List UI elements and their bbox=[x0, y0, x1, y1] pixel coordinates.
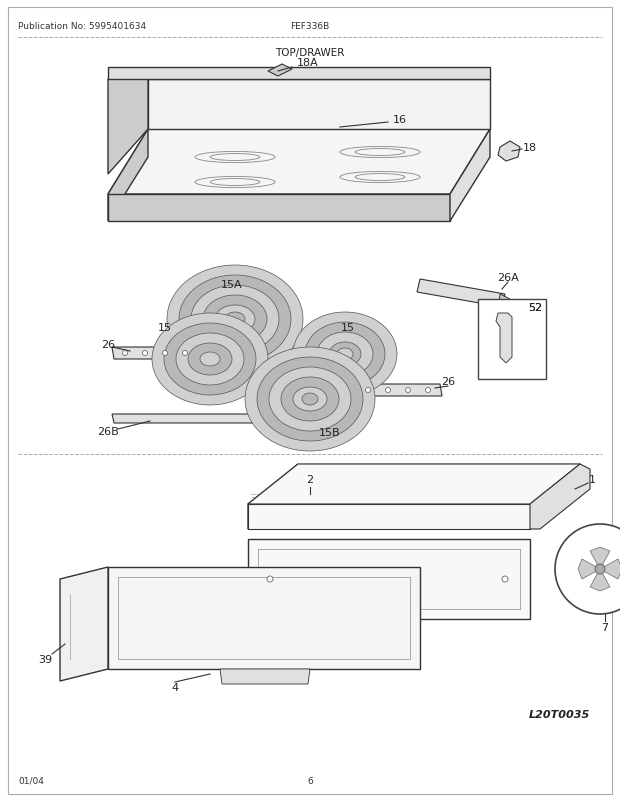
Bar bbox=[478, 300, 546, 379]
Text: TOP/DRAWER: TOP/DRAWER bbox=[275, 48, 345, 58]
Polygon shape bbox=[148, 80, 490, 130]
Polygon shape bbox=[108, 68, 490, 80]
Polygon shape bbox=[417, 280, 505, 308]
Polygon shape bbox=[112, 415, 292, 423]
Text: 1: 1 bbox=[588, 475, 595, 484]
Polygon shape bbox=[590, 547, 610, 569]
Text: 16: 16 bbox=[393, 115, 407, 125]
Text: 15: 15 bbox=[341, 322, 355, 333]
Ellipse shape bbox=[245, 347, 375, 452]
Polygon shape bbox=[498, 294, 510, 316]
Polygon shape bbox=[248, 464, 580, 504]
Ellipse shape bbox=[337, 349, 353, 361]
Polygon shape bbox=[60, 567, 108, 681]
Ellipse shape bbox=[293, 313, 397, 396]
Circle shape bbox=[182, 351, 187, 356]
Text: 26: 26 bbox=[101, 339, 115, 350]
Circle shape bbox=[267, 577, 273, 582]
Polygon shape bbox=[108, 80, 148, 175]
Text: 26: 26 bbox=[441, 376, 455, 387]
Circle shape bbox=[386, 388, 391, 393]
Circle shape bbox=[405, 388, 410, 393]
Ellipse shape bbox=[215, 306, 255, 334]
Circle shape bbox=[143, 351, 148, 356]
Circle shape bbox=[425, 388, 430, 393]
Text: 7: 7 bbox=[601, 622, 609, 632]
Circle shape bbox=[366, 388, 371, 393]
Polygon shape bbox=[108, 567, 420, 669]
Text: 52: 52 bbox=[528, 302, 542, 313]
Polygon shape bbox=[498, 142, 520, 162]
Polygon shape bbox=[248, 504, 530, 529]
Text: 2: 2 bbox=[306, 475, 314, 484]
Polygon shape bbox=[600, 559, 620, 579]
Text: 39: 39 bbox=[38, 654, 52, 664]
Text: Publication No: 5995401634: Publication No: 5995401634 bbox=[18, 22, 146, 31]
Polygon shape bbox=[248, 489, 580, 529]
Ellipse shape bbox=[203, 296, 267, 343]
Ellipse shape bbox=[305, 322, 385, 387]
Circle shape bbox=[595, 565, 605, 574]
Polygon shape bbox=[338, 619, 382, 634]
Polygon shape bbox=[496, 314, 512, 363]
Text: 6: 6 bbox=[307, 776, 313, 785]
Polygon shape bbox=[530, 464, 580, 529]
Bar bbox=[118, 577, 410, 659]
Ellipse shape bbox=[188, 343, 232, 375]
Ellipse shape bbox=[317, 333, 373, 376]
Circle shape bbox=[555, 525, 620, 614]
Text: FEF336B: FEF336B bbox=[290, 22, 330, 31]
Ellipse shape bbox=[164, 323, 256, 395]
Text: 15B: 15B bbox=[319, 427, 341, 437]
Ellipse shape bbox=[200, 353, 220, 367]
Polygon shape bbox=[220, 669, 310, 684]
Ellipse shape bbox=[329, 342, 361, 367]
Polygon shape bbox=[530, 464, 590, 529]
Text: 18A: 18A bbox=[297, 58, 319, 68]
Circle shape bbox=[123, 351, 128, 356]
Text: 18: 18 bbox=[523, 143, 537, 153]
Ellipse shape bbox=[269, 367, 351, 431]
Text: 15: 15 bbox=[158, 322, 172, 333]
Text: 01/04: 01/04 bbox=[18, 776, 44, 785]
Polygon shape bbox=[108, 195, 450, 221]
Text: 4: 4 bbox=[172, 683, 179, 692]
Ellipse shape bbox=[152, 314, 268, 406]
Polygon shape bbox=[108, 130, 490, 195]
Polygon shape bbox=[590, 569, 610, 591]
Polygon shape bbox=[578, 559, 600, 579]
Text: 26A: 26A bbox=[497, 273, 519, 282]
Text: 15A: 15A bbox=[221, 280, 243, 290]
Ellipse shape bbox=[225, 313, 245, 326]
Circle shape bbox=[502, 577, 508, 582]
Polygon shape bbox=[108, 130, 148, 221]
Polygon shape bbox=[248, 464, 298, 529]
Text: 52: 52 bbox=[528, 302, 542, 313]
Polygon shape bbox=[355, 384, 442, 396]
Ellipse shape bbox=[191, 286, 279, 354]
Polygon shape bbox=[268, 65, 292, 77]
Polygon shape bbox=[450, 130, 490, 221]
Circle shape bbox=[162, 351, 167, 356]
Ellipse shape bbox=[293, 387, 327, 411]
Ellipse shape bbox=[281, 378, 339, 422]
Polygon shape bbox=[112, 347, 202, 359]
Text: 26B: 26B bbox=[97, 427, 119, 436]
Ellipse shape bbox=[176, 334, 244, 386]
Polygon shape bbox=[248, 539, 530, 619]
Polygon shape bbox=[298, 464, 580, 489]
Ellipse shape bbox=[257, 358, 363, 441]
Text: L20T0035: L20T0035 bbox=[529, 709, 590, 719]
Ellipse shape bbox=[167, 265, 303, 374]
Ellipse shape bbox=[179, 276, 291, 363]
Ellipse shape bbox=[302, 394, 318, 406]
